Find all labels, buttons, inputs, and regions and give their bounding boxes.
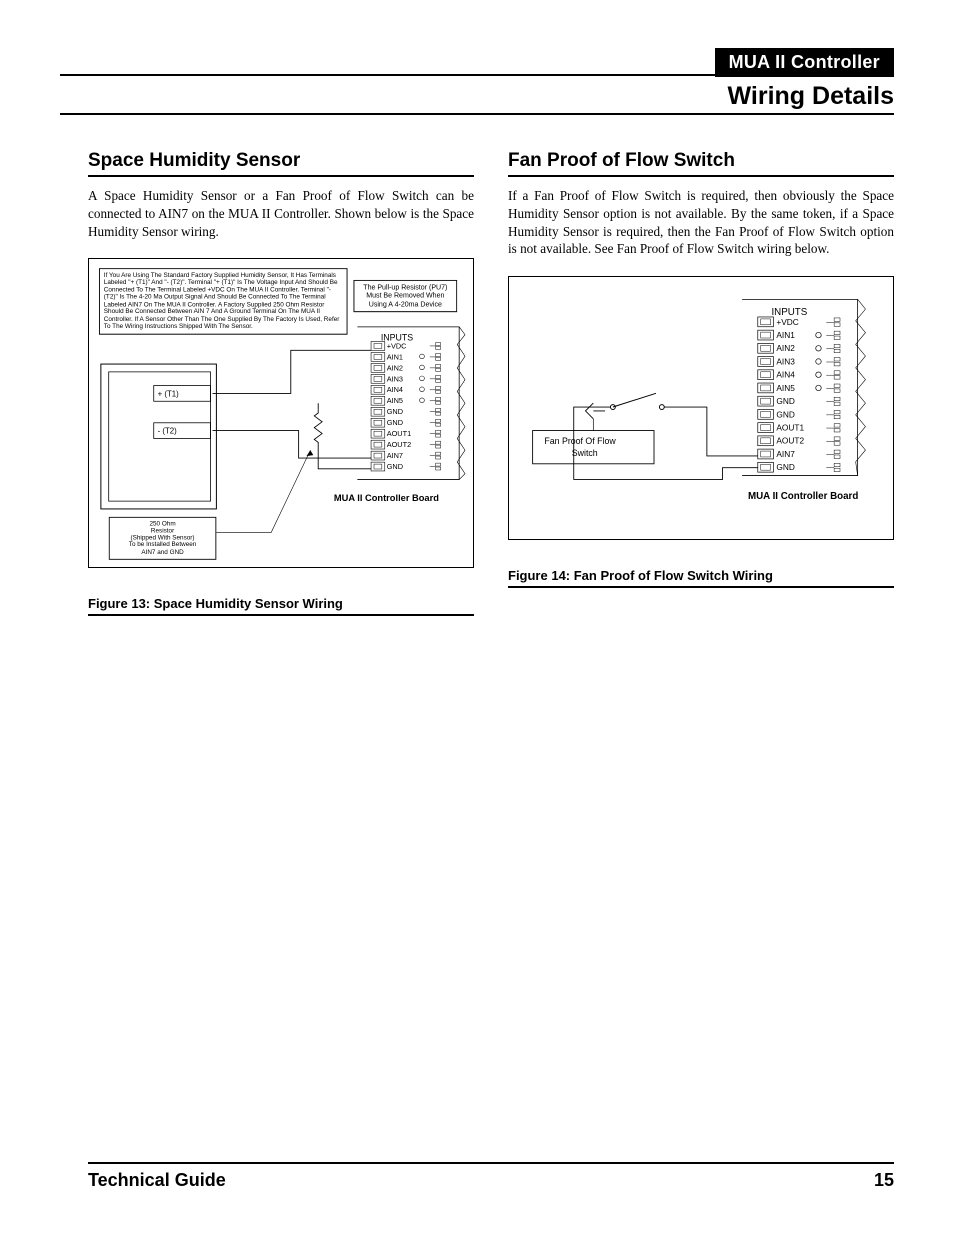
figure-14: Fan Proof Of Flow Switch INPUTS +VDCAI xyxy=(508,276,894,540)
footer-left: Technical Guide xyxy=(88,1170,226,1191)
board-label-right: MUA II Controller Board xyxy=(748,491,858,502)
terminal-label: GND xyxy=(387,408,403,417)
figure-14-caption: Figure 14: Fan Proof of Flow Switch Wiri… xyxy=(508,568,894,588)
terminal-label: GND xyxy=(776,462,794,472)
terminal-label: AIN1 xyxy=(387,353,403,362)
wire-ain7 xyxy=(664,407,758,456)
figure-13-svg: If You Are Using The Standard Factory Su… xyxy=(95,265,467,561)
terminal-label: +VDC xyxy=(387,342,407,351)
right-column: Fan Proof of Flow Switch If a Fan Proof … xyxy=(508,150,894,616)
terminal-label: AIN3 xyxy=(776,357,795,367)
terminal-label: AOUT2 xyxy=(387,441,411,450)
terminal-label: AIN2 xyxy=(776,343,795,353)
left-heading: Space Humidity Sensor xyxy=(88,150,474,177)
wire-t2-ain7 xyxy=(212,431,371,458)
terminal-label: GND xyxy=(387,462,403,471)
board-label-left: MUA II Controller Board xyxy=(334,494,439,504)
controller-board-left: INPUTS +VDCAIN1AIN2AIN3AIN4AIN5GNDGNDAOU… xyxy=(357,327,465,480)
controller-board-right: INPUTS +VDCAIN1AIN2AIN3AIN4AIN5GNDGNDAOU… xyxy=(742,300,865,476)
terminal-label: AIN2 xyxy=(387,364,403,373)
note-main: If You Are Using The Standard Factory Su… xyxy=(99,269,348,335)
footer: Technical Guide 15 xyxy=(88,1162,894,1191)
right-body: If a Fan Proof of Flow Switch is require… xyxy=(508,187,894,258)
terminal-label: AIN1 xyxy=(776,330,795,340)
resistor-symbol xyxy=(216,404,371,533)
sensor-t2-label: - (T2) xyxy=(158,427,178,436)
humidity-sensor: + (T1) - (T2) xyxy=(101,364,217,509)
switch-symbol xyxy=(585,394,664,419)
terminal-label: AIN5 xyxy=(776,383,795,393)
terminal-label: GND xyxy=(387,419,403,428)
sensor-t1-label: + (T1) xyxy=(158,390,179,399)
terminal-label: AOUT1 xyxy=(387,430,411,439)
terminal-label: AIN4 xyxy=(776,370,795,380)
terminal-label: +VDC xyxy=(776,317,798,327)
terminal-label: AOUT1 xyxy=(776,423,804,433)
terminal-label: AOUT2 xyxy=(776,436,804,446)
left-body: A Space Humidity Sensor or a Fan Proof o… xyxy=(88,187,474,240)
terminal-label: AIN4 xyxy=(387,386,403,395)
header-band: MUA II Controller xyxy=(60,48,894,76)
columns: Space Humidity Sensor A Space Humidity S… xyxy=(88,150,894,616)
terminal-label: AIN5 xyxy=(387,397,403,406)
figure-14-svg: Fan Proof Of Flow Switch INPUTS +VDCAI xyxy=(515,283,887,533)
terminal-label: AIN7 xyxy=(776,449,795,459)
right-heading: Fan Proof of Flow Switch xyxy=(508,150,894,177)
switch-l1: Fan Proof Of Flow xyxy=(544,436,616,446)
footer-page: 15 xyxy=(874,1170,894,1191)
switch-l2: Switch xyxy=(572,448,598,458)
left-column: Space Humidity Sensor A Space Humidity S… xyxy=(88,150,474,616)
terminal-label: GND xyxy=(776,396,794,406)
wire-t1-vdc xyxy=(212,351,371,394)
note-resistor: 250 Ohm Resistor (Shipped With Sensor) T… xyxy=(109,517,217,560)
product-name: MUA II Controller xyxy=(715,48,894,77)
terminal-label: AIN3 xyxy=(387,375,403,384)
terminal-label: AIN7 xyxy=(387,451,403,460)
terminal-label: GND xyxy=(776,410,794,420)
note-pullup: The Pull-up Resistor (PU7) Must Be Remov… xyxy=(353,280,457,312)
figure-13: If You Are Using The Standard Factory Su… xyxy=(88,258,474,568)
section-title: Wiring Details xyxy=(60,82,894,115)
figure-13-caption: Figure 13: Space Humidity Sensor Wiring xyxy=(88,596,474,616)
